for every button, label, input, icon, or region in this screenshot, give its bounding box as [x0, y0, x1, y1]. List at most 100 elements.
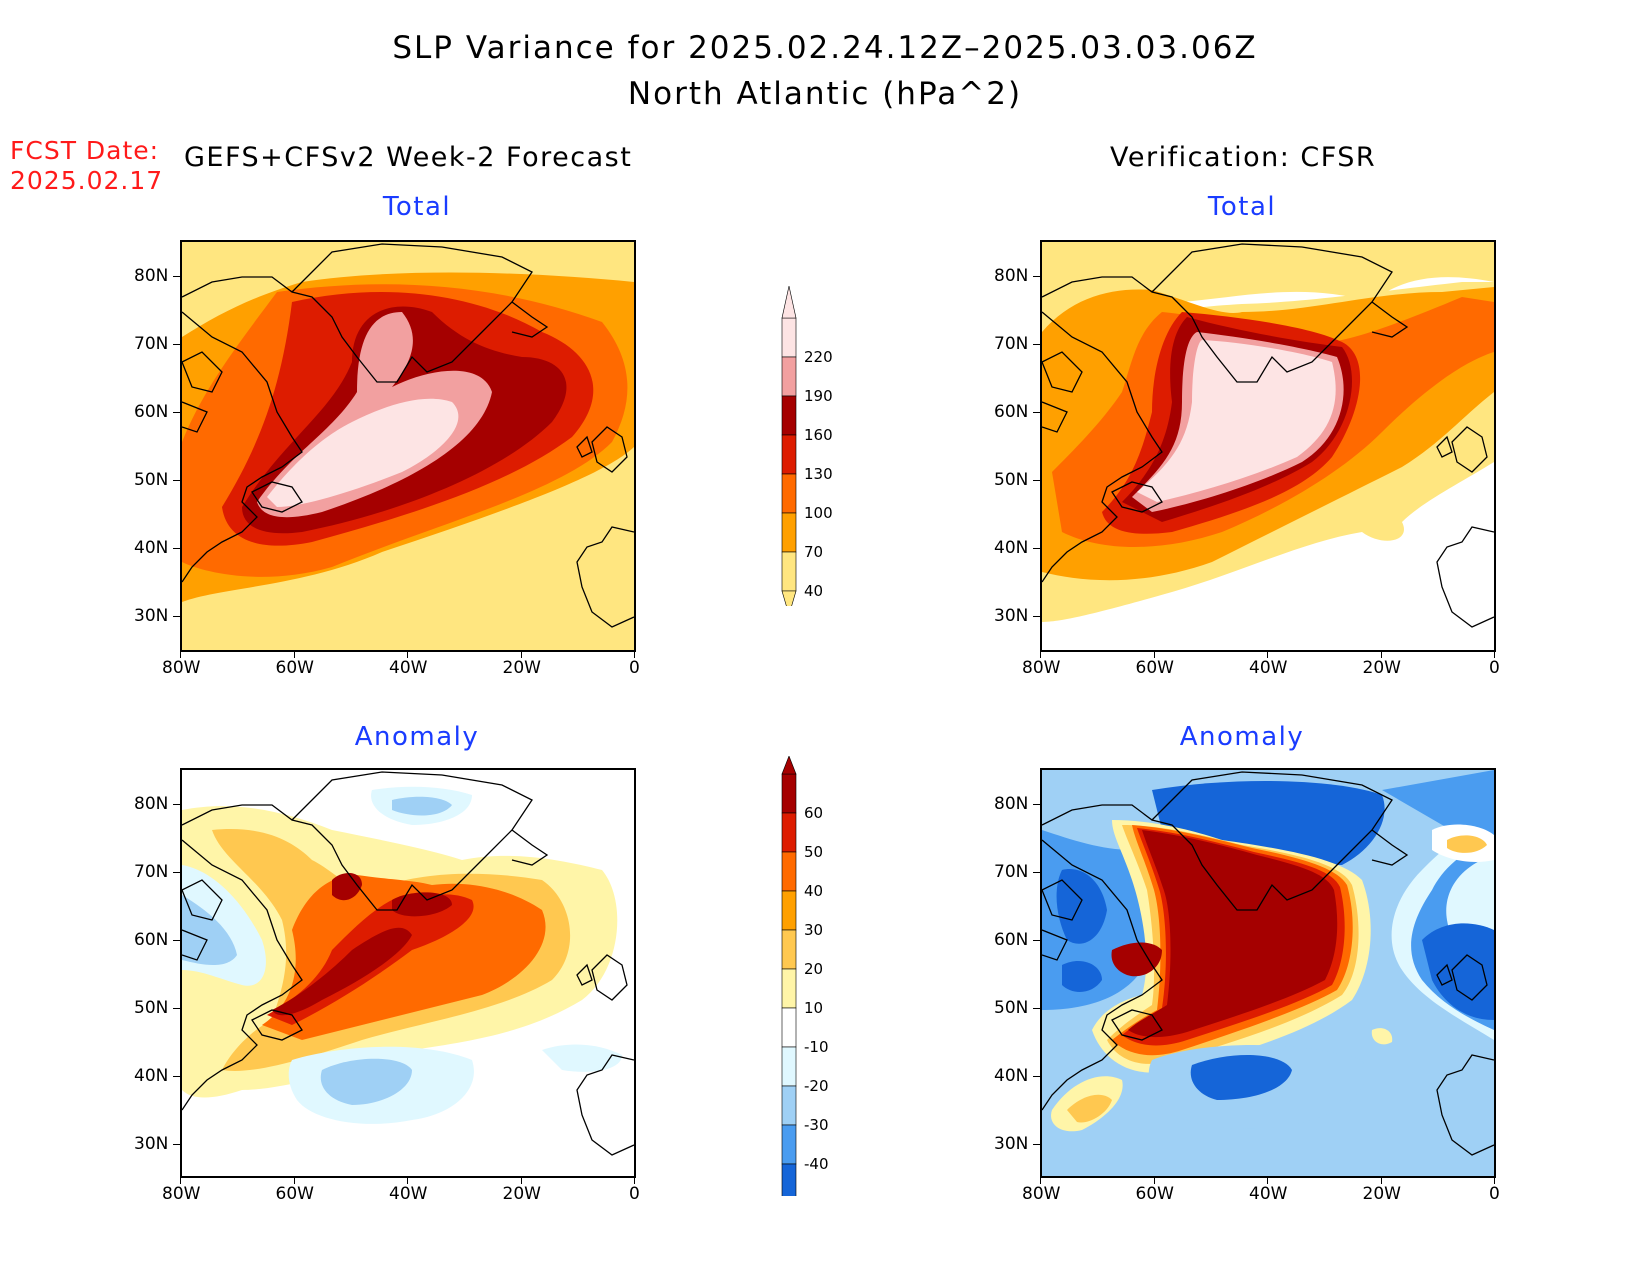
lat-tick [173, 872, 180, 873]
lon-tick-label: 20W [1362, 1184, 1401, 1204]
lon-tick [520, 1178, 522, 1184]
lat-tick [1033, 1076, 1040, 1077]
lat-tick [173, 412, 180, 413]
lat-tick [1033, 548, 1040, 549]
total-colorbar: 220 190 160 130 100 70 40 [780, 286, 860, 606]
colorbar-swatch [781, 551, 797, 592]
colorbar-level-label: 50 [804, 843, 824, 861]
lat-tick [1033, 412, 1040, 413]
lat-tick [173, 480, 180, 481]
lat-tick [1033, 616, 1040, 617]
colorbar-swatch [781, 434, 797, 475]
lat-tick [1033, 276, 1040, 277]
verification-anomaly-title: Anomaly [1179, 722, 1305, 752]
lon-tick [1153, 1178, 1155, 1184]
lon-tick [1494, 652, 1495, 658]
lon-tick-label: 40W [389, 1184, 428, 1204]
colorbar-swatch [781, 851, 797, 892]
lat-tick [173, 1008, 180, 1009]
lat-tick-label: 70N [134, 862, 169, 882]
colorbar-swatch [781, 812, 797, 853]
lat-tick-label: 40N [134, 1066, 169, 1086]
lat-tick [1033, 872, 1040, 873]
lat-tick [173, 344, 180, 345]
lon-tick-label: 80W [1022, 1184, 1061, 1204]
verification-total-title: Total [1207, 192, 1277, 222]
colorbar-swatch [781, 395, 797, 436]
lon-tick-label: 0 [1489, 658, 1500, 678]
lon-tick [520, 652, 522, 658]
forecast-column-heading: GEFS+CFSv2 Week-2 Forecast [184, 142, 633, 173]
lon-tick [1380, 652, 1382, 658]
forecast-total-map [180, 240, 636, 652]
lat-tick-label: 50N [134, 470, 169, 490]
colorbar-swatch [781, 356, 797, 397]
colorbar-top-arrow [781, 286, 797, 319]
lat-tick-label: 30N [134, 606, 169, 626]
colorbar-level-label: 100 [804, 504, 833, 522]
colorbar-swatch [781, 1085, 797, 1126]
anomaly-colorbar: 60 50 40 30 20 10 -10 -20 -30 -40 [780, 756, 860, 1196]
lat-tick [173, 276, 180, 277]
lat-tick [173, 804, 180, 805]
lon-tick [1153, 652, 1155, 658]
colorbar-bottom-arrow [781, 590, 797, 606]
colorbar-level-label: -10 [804, 1038, 829, 1056]
lat-tick [1033, 344, 1040, 345]
lat-tick [1033, 480, 1040, 481]
colorbar-swatch [781, 473, 797, 514]
lon-tick [1267, 1178, 1268, 1184]
lon-tick [180, 1178, 181, 1184]
lon-tick-label: 80W [162, 1184, 201, 1204]
lon-tick [180, 652, 181, 658]
lat-tick-label: 40N [994, 538, 1029, 558]
lat-tick-label: 60N [134, 930, 169, 950]
lat-tick-label: 40N [134, 538, 169, 558]
forecast-anomaly-map [180, 768, 636, 1178]
lon-tick-label: 20W [502, 1184, 541, 1204]
colorbar-level-label: 190 [804, 387, 833, 405]
lat-tick-label: 50N [134, 998, 169, 1018]
colorbar-level-label: -20 [804, 1077, 829, 1095]
fcst-date-label: FCST Date: [10, 136, 160, 165]
lon-tick-label: 0 [629, 1184, 640, 1204]
lon-tick [1380, 1178, 1382, 1184]
lat-tick-label: 70N [134, 334, 169, 354]
lon-tick-label: 40W [389, 658, 428, 678]
lon-tick-label: 80W [1022, 658, 1061, 678]
colorbar-swatch [781, 1163, 797, 1196]
lat-tick-label: 80N [994, 794, 1029, 814]
forecast-total-title: Total [382, 192, 452, 222]
colorbar-swatch [781, 929, 797, 970]
colorbar-level-label: -40 [804, 1155, 829, 1173]
lon-tick-label: 40W [1249, 1184, 1288, 1204]
main-subtitle: North Atlantic (hPa^2) [627, 76, 1023, 112]
lat-tick [1033, 1144, 1040, 1145]
lat-tick-label: 30N [994, 606, 1029, 626]
lon-tick [293, 652, 295, 658]
lat-tick-label: 30N [134, 1134, 169, 1154]
forecast-anomaly-title: Anomaly [354, 722, 480, 752]
lon-tick [1040, 652, 1041, 658]
colorbar-level-label: 10 [804, 999, 824, 1017]
lon-tick-label: 40W [1249, 658, 1288, 678]
lon-tick [1267, 652, 1268, 658]
colorbar-level-label: 20 [804, 960, 824, 978]
lon-tick [293, 1178, 295, 1184]
lon-tick-label: 0 [1489, 1184, 1500, 1204]
colorbar-level-label: 40 [804, 882, 824, 900]
lon-tick-label: 20W [1362, 658, 1401, 678]
colorbar-swatch [781, 968, 797, 1009]
colorbar-level-label: 70 [804, 543, 824, 561]
lat-tick [173, 616, 180, 617]
lat-tick-label: 60N [134, 402, 169, 422]
fcst-date-value: 2025.02.17 [10, 166, 164, 195]
lat-tick-label: 80N [994, 266, 1029, 286]
colorbar-level-label: 220 [804, 348, 833, 366]
lat-tick [173, 940, 180, 941]
lat-tick [1033, 1008, 1040, 1009]
colorbar-swatch [781, 317, 797, 358]
colorbar-swatch [781, 1007, 797, 1048]
colorbar-level-label: -30 [804, 1116, 829, 1134]
colorbar-level-label: 40 [804, 582, 824, 600]
